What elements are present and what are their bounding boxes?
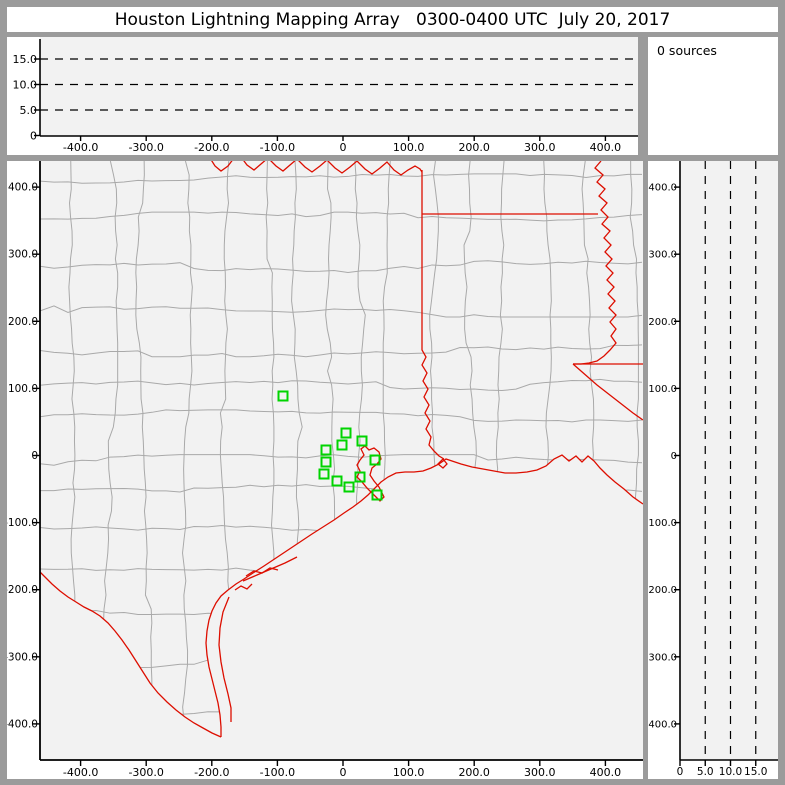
side-x-tick-label: 5.0: [697, 766, 714, 778]
map-y-tick-label: -100.0: [7, 517, 38, 529]
station-marker: [354, 471, 366, 483]
mississippi-river: [573, 161, 617, 365]
station-marker: [318, 468, 330, 480]
side-y-tick-label: -300.0: [648, 652, 677, 663]
station-marker: [336, 439, 348, 451]
map-x-tick-label: 400.0: [590, 766, 622, 779]
altitude-x-tick-label: -100.0: [260, 141, 295, 154]
map-y-tick-label: 200.0: [8, 316, 38, 328]
corpus-christi-bay-outline: [234, 583, 253, 591]
map-x-tick-label: 100.0: [393, 766, 425, 779]
station-marker: [320, 444, 332, 456]
map-x-tick-label: -300.0: [128, 766, 163, 779]
altitude-cross-section-panel[interactable]: 15.0 10.0 5.0 0 -400.0 -300.0 -200.0 -100.0 0 100…: [7, 37, 638, 155]
side-x-tick-label: 15.0: [744, 766, 767, 778]
station-marker: [340, 427, 352, 439]
map-x-tick-label: -200.0: [194, 766, 229, 779]
station-marker: [343, 481, 355, 493]
altitude-y-tick-label: 10.0: [13, 79, 38, 92]
side-y-tick-label: 300.0: [648, 250, 677, 261]
altitude-x-tick-label: -300.0: [128, 141, 163, 154]
map-y-tick-label: 300.0: [8, 249, 38, 261]
county-line: [40, 409, 643, 423]
county-line: [40, 260, 643, 273]
texas-louisiana-border: [421, 170, 445, 460]
altitude-y-tick-label: 5.0: [20, 104, 38, 117]
station-marker: [331, 475, 343, 487]
side-y-tick-label: 400.0: [648, 183, 677, 194]
altitude-x-tick-label: 0: [340, 141, 347, 154]
rio-grande-border: [39, 571, 222, 738]
station-marker: [369, 454, 381, 466]
padre-island-outline: [218, 596, 232, 722]
altitude-side-plot: 400.0 300.0 200.0 100.0 0 -100.0 -200.0 -300.0 -…: [648, 161, 778, 778]
altitude-x-tick-label: 300.0: [524, 141, 556, 154]
altitude-y-tick-label: 0: [30, 130, 37, 143]
altitude-plot-area[interactable]: [40, 37, 638, 136]
map-y-tick-label: 0: [31, 450, 38, 462]
county-line: [135, 161, 153, 737]
station-marker: [277, 390, 289, 402]
map-x-tick-label: 200.0: [458, 766, 490, 779]
county-line: [40, 344, 643, 358]
map-x-tick-label: -400.0: [63, 766, 98, 779]
altitude-y-tick-label: 15.0: [13, 53, 38, 66]
map-y-tick-label: -400.0: [7, 718, 38, 730]
map-y-tick-label: 100.0: [8, 383, 38, 395]
station-marker: [356, 435, 368, 447]
altitude-x-tick-label: 100.0: [393, 141, 425, 154]
state-borders-and-coastline: [39, 161, 643, 738]
lma-stations: [277, 390, 383, 501]
map-x-tick-label: 0: [340, 766, 347, 779]
mississippi-river: [572, 363, 643, 421]
county-line: [40, 173, 643, 184]
side-plot-area[interactable]: [680, 161, 778, 760]
side-x-tick-label: 10.0: [719, 766, 742, 778]
side-y-tick-label: 0: [671, 451, 677, 462]
window-title: Houston Lightning Mapping Array 0300-040…: [114, 9, 671, 30]
county-line: [40, 305, 643, 318]
gulf-coastline: [205, 454, 643, 737]
map-x-tick-label: 300.0: [524, 766, 556, 779]
station-marker: [371, 489, 383, 501]
altitude-x-tick-label: 200.0: [458, 141, 490, 154]
sources-count-label: 0 sources: [657, 43, 717, 58]
station-marker: [320, 456, 332, 468]
map-plot-area[interactable]: [40, 161, 643, 760]
county-line: [40, 211, 643, 222]
map-y-tick-label: 400.0: [8, 182, 38, 194]
map-y-tick-label: -200.0: [7, 584, 38, 596]
altitude-x-tick-label: -200.0: [194, 141, 229, 154]
altitude-side-panel[interactable]: 400.0 300.0 200.0 100.0 0 -100.0 -200.0 -300.0 -…: [648, 161, 778, 779]
sources-count-panel: 0 sources: [648, 37, 778, 155]
matagorda-bay-outline: [242, 556, 298, 582]
map-y-tick-label: -300.0: [7, 651, 38, 663]
county-line: [40, 454, 643, 466]
sabine-lake-outline: [437, 458, 448, 469]
altitude-cross-section-plot: 15.0 10.0 5.0 0 -400.0 -300.0 -200.0 -100.0 0 100…: [13, 37, 638, 154]
side-x-tick-label: 0: [677, 766, 684, 778]
plan-view-map-panel[interactable]: 400.0 300.0 200.0 100.0 0 -100.0 -200.0 -300.0 -…: [7, 161, 643, 779]
matagorda-bay-outline: [245, 567, 279, 577]
side-y-tick-label: 200.0: [648, 317, 677, 328]
side-y-tick-label: -200.0: [648, 585, 677, 596]
altitude-x-tick-label: 400.0: [590, 141, 622, 154]
plan-view-map-plot: 400.0 300.0 200.0 100.0 0 -100.0 -200.0 -300.0 -…: [7, 161, 643, 779]
red-river-border: [211, 161, 423, 176]
side-y-tick-label: 100.0: [648, 384, 677, 395]
county-line: [40, 378, 643, 392]
side-y-tick-label: -400.0: [648, 719, 677, 730]
title-bar: Houston Lightning Mapping Array 0300-040…: [7, 7, 778, 32]
side-y-tick-label: -100.0: [648, 518, 677, 529]
altitude-x-tick-label: -400.0: [63, 141, 98, 154]
map-x-tick-label: -100.0: [260, 766, 295, 779]
